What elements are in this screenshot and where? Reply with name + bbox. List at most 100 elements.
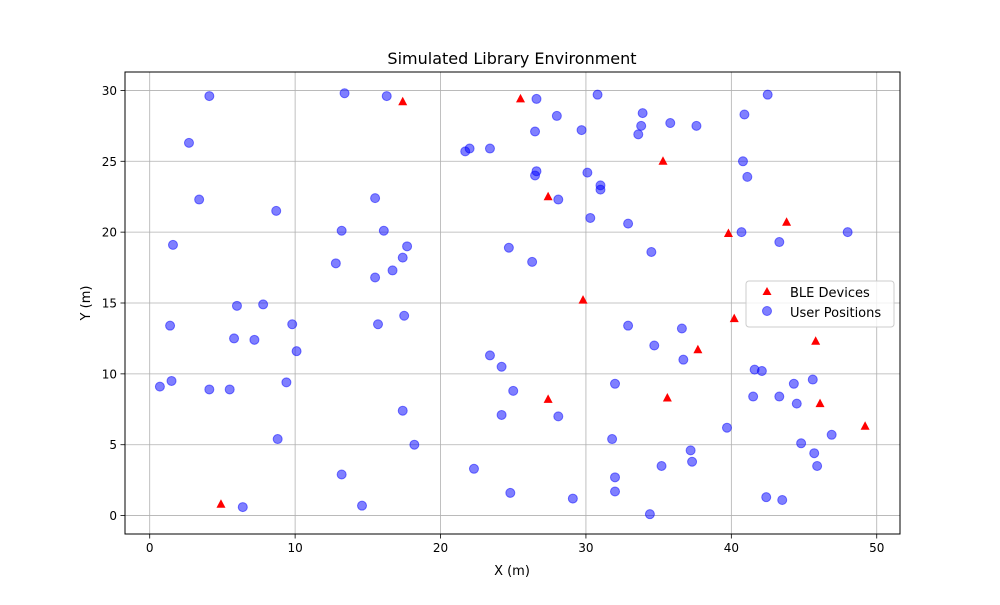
user-position-marker [739, 109, 750, 120]
user-position-marker [166, 375, 177, 386]
ble-device-marker [729, 313, 739, 323]
legend-marker-ble-devices [762, 287, 772, 295]
user-position-marker [330, 258, 341, 269]
axis-ticks: 0 10 20 30 40 50 0 5 10 15 20 25 30 [102, 84, 885, 555]
user-position-marker [644, 509, 655, 520]
user-position-marker [381, 91, 392, 102]
ble-device-marker [815, 398, 825, 408]
user-position-marker [399, 310, 410, 321]
user-position-marker [610, 378, 621, 389]
user-position-marker [373, 319, 384, 330]
user-position-marker [676, 323, 687, 334]
y-tick-label: 5 [109, 438, 117, 452]
user-position-marker [397, 252, 408, 263]
user-position-marker [530, 126, 541, 137]
ble-device-marker [693, 344, 703, 354]
y-tick-label: 0 [109, 509, 117, 523]
y-tick-label: 30 [102, 84, 117, 98]
y-tick-label: 25 [102, 155, 117, 169]
legend-marker-user-positions [762, 306, 772, 316]
user-position-marker [567, 493, 578, 504]
ble-device-marker [578, 295, 588, 304]
ble-device-marker [398, 96, 408, 106]
user-position-marker [774, 237, 785, 248]
user-position-marker [721, 422, 732, 433]
user-position-marker [272, 434, 283, 445]
user-position-marker [378, 225, 389, 236]
x-axis-label: X (m) [494, 564, 530, 579]
user-position-marker [576, 125, 587, 136]
x-tick-label: 20 [433, 541, 448, 555]
user-position-marker [807, 374, 818, 385]
y-axis-label: Y (m) [79, 286, 94, 322]
ble-device-marker [782, 217, 792, 226]
x-tick-label: 0 [146, 541, 154, 555]
user-position-marker [183, 137, 194, 148]
user-position-marker [508, 385, 519, 396]
user-position-marker [258, 299, 269, 310]
user-position-marker [531, 93, 542, 104]
user-position-marker [791, 398, 802, 409]
user-position-marker [531, 166, 542, 177]
user-position-marker [777, 494, 788, 505]
user-position-marker [496, 361, 507, 372]
legend-frame [745, 280, 895, 328]
legend-label-ble-devices: BLE Devices [790, 286, 870, 301]
user-position-marker [229, 333, 240, 344]
user-position-marker [409, 439, 420, 450]
ble-device-marker [543, 191, 553, 201]
user-position-marker [637, 108, 648, 119]
user-position-marker [468, 463, 479, 474]
user-position-marker [387, 265, 398, 276]
user-position-marker [585, 212, 596, 223]
user-position-marker [636, 120, 647, 131]
user-position-marker [484, 350, 495, 361]
x-tick-label: 50 [869, 541, 884, 555]
user-position-marker [370, 272, 381, 283]
user-position-marker [788, 378, 799, 389]
user-position-marker [761, 492, 772, 503]
user-position-marker [592, 89, 603, 100]
user-position-marker [291, 346, 302, 357]
user-position-marker [809, 448, 820, 459]
user-position-marker [623, 320, 634, 331]
user-position-marker [271, 205, 282, 216]
user-position-marker [527, 256, 538, 267]
user-position-marker [610, 472, 621, 483]
user-position-marker [249, 334, 260, 345]
legend: BLE Devices User Positions [745, 280, 895, 328]
user-position-marker [339, 88, 350, 99]
user-position-marker [281, 377, 292, 388]
ble-device-marker [662, 392, 672, 402]
chart-title: Simulated Library Environment [387, 49, 636, 68]
legend-label-user-positions: User Positions [790, 306, 881, 321]
user-position-marker [484, 143, 495, 154]
user-position-marker [595, 184, 606, 195]
user-position-marker [774, 391, 785, 402]
user-position-marker [336, 225, 347, 236]
user-position-marker [737, 156, 748, 167]
ble-device-marker [515, 93, 525, 103]
user-position-marker [812, 460, 823, 471]
user-position-marker [665, 118, 676, 129]
user-position-marker [204, 384, 215, 395]
user-position-marker [553, 194, 564, 205]
user-position-marker [582, 167, 593, 178]
user-position-marker [204, 91, 215, 102]
user-position-marker [756, 366, 767, 377]
user-position-marker [691, 120, 702, 131]
user-position-marker [165, 320, 176, 331]
y-tick-label: 10 [102, 367, 117, 381]
ble-device-marker [723, 228, 733, 238]
user-position-marker [287, 319, 298, 330]
user-position-marker [842, 227, 853, 238]
user-position-marker [678, 354, 689, 365]
user-position-marker [397, 405, 408, 416]
user-position-marker [762, 89, 773, 100]
x-tick-label: 10 [287, 541, 302, 555]
data-points [154, 88, 870, 520]
user-position-marker [336, 469, 347, 480]
user-position-marker [464, 143, 475, 154]
user-position-marker [503, 242, 514, 253]
